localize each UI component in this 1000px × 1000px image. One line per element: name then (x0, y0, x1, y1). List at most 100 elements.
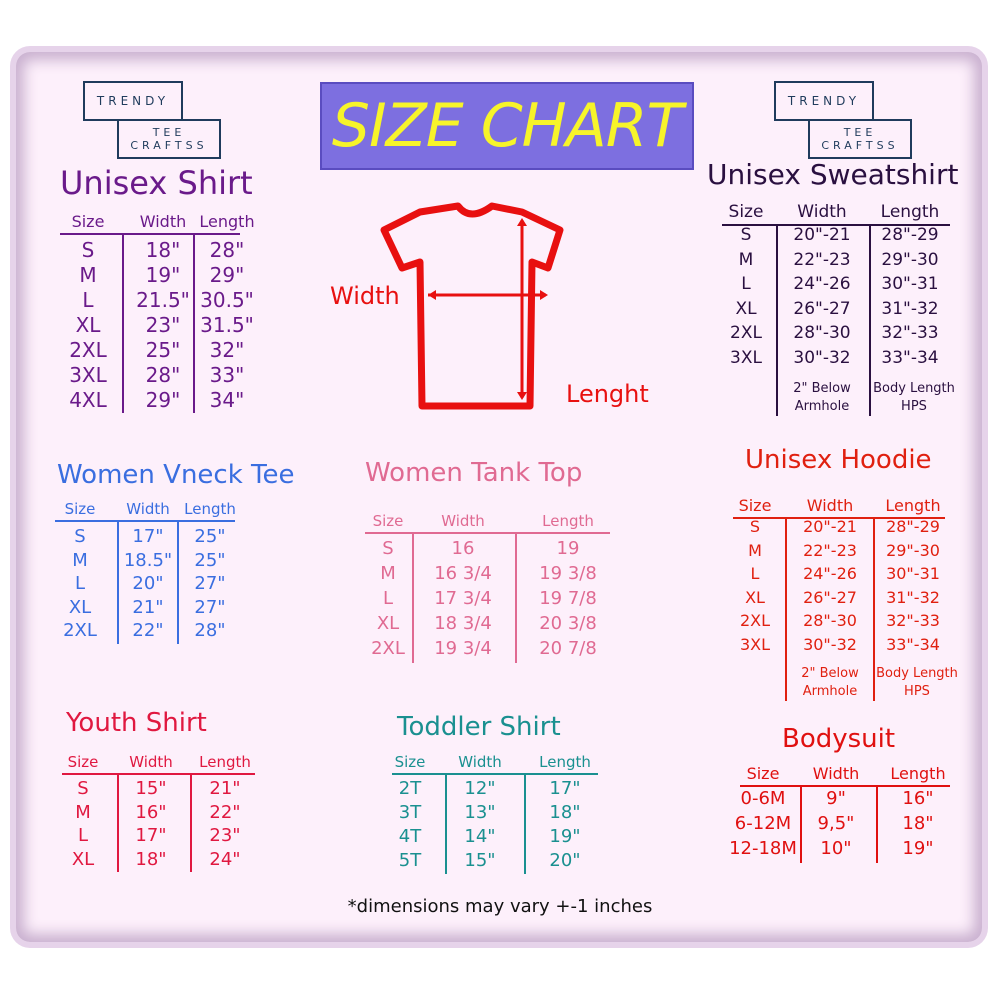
unisex-sweatshirt-row-size: 2XL (730, 323, 762, 343)
unisex-hoodie-row-length: 31"-32 (886, 587, 940, 607)
youth-shirt-column-divider (190, 774, 192, 872)
women-vneck-tee-header-divider (55, 520, 235, 522)
unisex-shirt-row-width: 28" (145, 363, 181, 387)
youth-shirt-row-size: L (77, 825, 89, 846)
logo-line2: TEE (152, 126, 186, 139)
unisex-hoodie-row-width: 26"-27 (803, 587, 857, 607)
women-tank-top-row-width: 18 3/4 (434, 613, 492, 634)
unisex-hoodie-title: Unisex Hoodie (745, 445, 932, 475)
unisex-hoodie-row-size: S (749, 517, 761, 536)
women-vneck-tee-row-length: 25" (194, 526, 226, 547)
tshirt-outline-icon (380, 202, 564, 410)
unisex-shirt-row-width: 19" (145, 263, 181, 287)
unisex-sweatshirt-header-length: Length (880, 202, 940, 222)
toddler-shirt-row-width: 15" (464, 850, 496, 871)
women-tank-top-header-divider (365, 532, 610, 534)
unisex-hoodie-row-length: 32"-33 (886, 611, 940, 630)
unisex-hoodie-row-width: 20"-21 (803, 517, 857, 536)
unisex-sweatshirt-row-length: 32"-33 (881, 323, 939, 343)
bodysuit-row-width: 10" (820, 838, 852, 859)
title-banner: SIZE CHART (320, 82, 694, 170)
bodysuit-row-length: 19" (902, 838, 934, 859)
toddler-shirt-title: Toddler Shirt (397, 712, 561, 742)
women-tank-top-row-width: 17 3/4 (434, 588, 492, 609)
length-label: Lenght (566, 380, 649, 408)
unisex-sweatshirt-row-width: 26"-27 (793, 298, 851, 319)
unisex-hoodie-row-size: M (748, 540, 762, 560)
women-vneck-tee-row-width: 20" (132, 573, 164, 594)
women-tank-top-row-width: 16 3/4 (434, 563, 492, 584)
women-tank-top-row-length: 19 3/8 (539, 563, 597, 584)
unisex-shirt-column-divider (122, 234, 124, 413)
unisex-hoodie-row-size: XL (745, 587, 765, 607)
youth-shirt-title: Youth Shirt (66, 708, 207, 738)
youth-shirt-header-size: Size (67, 753, 99, 771)
women-vneck-tee-column-divider (117, 521, 119, 644)
unisex-hoodie-note-width: 2" Below Armhole (801, 666, 859, 699)
toddler-shirt-row-length: 19" (549, 826, 581, 847)
women-tank-top-row-length: 20 7/8 (539, 638, 597, 659)
chart-background (16, 52, 982, 942)
youth-shirt-row-length: 23" (209, 825, 241, 846)
unisex-hoodie-row-width: 24"-26 (803, 564, 857, 583)
women-tank-top-row-size: L (382, 588, 394, 609)
unisex-shirt-row-length: 33" (209, 363, 245, 387)
unisex-shirt-row-size: L (82, 288, 94, 312)
bodysuit-row-width: 9,5" (817, 813, 855, 834)
youth-shirt-row-size: S (77, 778, 89, 799)
unisex-hoodie-header-width: Width (806, 496, 854, 515)
youth-shirt-row-length: 22" (209, 801, 241, 823)
unisex-sweatshirt-header-size: Size (728, 202, 764, 222)
unisex-sweatshirt-header-divider (722, 224, 950, 226)
women-vneck-tee-row-length: 28" (194, 620, 226, 641)
unisex-shirt-row-width: 23" (145, 313, 181, 337)
toddler-shirt-header-length: Length (539, 753, 591, 771)
unisex-shirt-header-size: Size (71, 212, 105, 231)
disclaimer: *dimensions may vary +-1 inches (347, 896, 653, 917)
logo-line3: CRAFTSS (130, 139, 208, 152)
toddler-shirt-header-size: Size (394, 753, 426, 771)
unisex-shirt-column-divider (193, 234, 195, 413)
women-vneck-tee-row-length: 27" (194, 573, 226, 594)
bodysuit-title: Bodysuit (782, 724, 896, 754)
women-tank-top-row-size: XL (376, 613, 400, 634)
toddler-shirt-row-size: 5T (398, 850, 422, 871)
unisex-sweatshirt-row-width: 30"-32 (793, 347, 851, 368)
unisex-sweatshirt-row-length: 30"-31 (881, 274, 939, 294)
unisex-sweatshirt-row-width: 22"-23 (793, 249, 851, 270)
women-vneck-tee-header-size: Size (64, 500, 96, 518)
unisex-sweatshirt-row-size: XL (735, 298, 757, 319)
women-tank-top-row-size: 2XL (371, 638, 405, 659)
women-vneck-tee-row-size: 2XL (63, 620, 97, 641)
youth-shirt-row-size: XL (71, 848, 95, 870)
women-tank-top-header-length: Length (542, 512, 594, 530)
youth-shirt-row-size: M (75, 801, 91, 823)
toddler-shirt-row-width: 12" (464, 778, 496, 799)
bodysuit-column-divider (876, 786, 878, 863)
bodysuit-header-divider (740, 785, 950, 787)
unisex-sweatshirt-row-length: 29"-30 (881, 249, 939, 270)
logo-line3: CRAFTSS (821, 139, 899, 152)
unisex-hoodie-row-width: 30"-32 (803, 634, 857, 654)
logo-line1: TRENDY (83, 81, 183, 121)
unisex-shirt-row-length: 30.5" (200, 288, 254, 312)
unisex-sweatshirt-row-size: S (740, 225, 752, 245)
unisex-shirt-row-length: 29" (209, 263, 245, 287)
unisex-shirt-row-length: 31.5" (200, 313, 254, 337)
unisex-sweatshirt-row-width: 20"-21 (793, 225, 851, 245)
youth-shirt-row-length: 24" (209, 848, 241, 870)
toddler-shirt-column-divider (524, 774, 526, 874)
unisex-sweatshirt-header-width: Width (797, 202, 847, 222)
unisex-shirt-title: Unisex Shirt (60, 164, 253, 202)
toddler-shirt-row-width: 13" (464, 802, 496, 823)
women-vneck-tee-title: Women Vneck Tee (57, 460, 295, 490)
unisex-shirt-row-length: 34" (209, 388, 245, 412)
unisex-shirt-row-length: 28" (209, 238, 245, 262)
unisex-hoodie-note-length: Body Length HPS (876, 666, 958, 699)
unisex-shirt-row-size: M (79, 263, 97, 287)
women-tank-top-row-length: 20 3/8 (539, 613, 597, 634)
women-vneck-tee-row-length: 27" (194, 596, 226, 618)
unisex-sweatshirt-row-size: L (741, 274, 751, 294)
bodysuit-row-length: 16" (902, 788, 934, 809)
women-tank-top-row-length: 19 7/8 (539, 588, 597, 609)
